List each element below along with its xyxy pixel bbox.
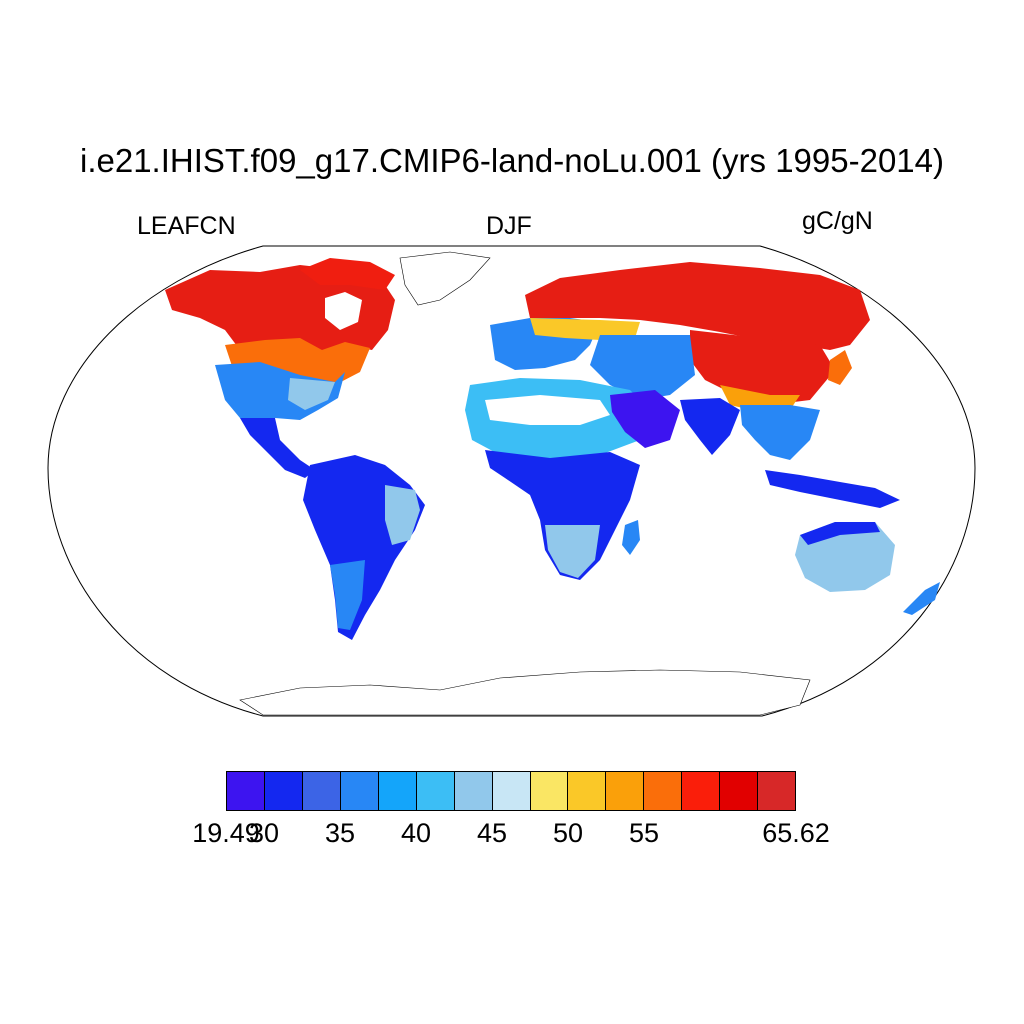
region-siberia [525,262,870,350]
colorbar-box [492,772,531,810]
colorbar-box [568,772,607,810]
colorbar-box [606,772,645,810]
colorbar-box [378,772,417,810]
colorbar-box [530,772,569,810]
colorbar-box [720,772,759,810]
colorbar-label: 35 [324,818,356,848]
colorbar-box [302,772,341,810]
colorbar-label: 30 [248,818,280,848]
colorbar-box [340,772,379,810]
region-united-states [215,362,345,425]
region-africa [485,450,640,580]
colorbar-box [454,772,493,810]
plot-title: i.e21.IHIST.f09_g17.CMIP6-land-noLu.001 … [79,142,944,179]
region-japan [828,350,852,385]
colorbar-box [416,772,455,810]
region-mid-asia [590,335,695,400]
region-greenland [399,251,491,306]
colorbar-label: 65.62 [762,818,830,848]
season-label: DJF [486,212,532,240]
colorbar-box [682,772,721,810]
colorbar-label: 19.49 [192,818,260,848]
region-europe-transition [530,318,640,340]
colorbar-box [227,772,265,810]
colorbar-label: 55 [628,818,660,848]
region-canada-transition [225,338,370,385]
region-sahara-gap [485,395,610,425]
region-new-zealand [903,582,940,615]
colorbar [226,771,796,811]
colorbar-label: 40 [400,818,432,848]
region-antarctica [239,669,811,716]
units-label: gC/gN [802,207,873,235]
region-southeast-asia [740,405,820,460]
variable-label: LEAFCN [137,212,236,240]
region-india [680,398,740,455]
region-us-east [288,378,335,410]
colorbar-label: 45 [476,818,508,848]
region-arabia [610,390,680,448]
region-australia-north [800,522,880,545]
region-southern-africa [545,525,600,578]
colorbar-box [758,772,796,810]
region-central-america [240,418,315,478]
region-madagascar [622,520,640,555]
colorbar-box [644,772,683,810]
region-arctic-islands [300,258,395,290]
region-hudson-bay [325,292,362,330]
colorbar-label: 50 [552,818,584,848]
region-patagonia [330,560,365,630]
colorbar-box [264,772,303,810]
region-canada [165,265,395,352]
region-indonesia [765,470,900,508]
region-brazil-east [385,485,420,545]
